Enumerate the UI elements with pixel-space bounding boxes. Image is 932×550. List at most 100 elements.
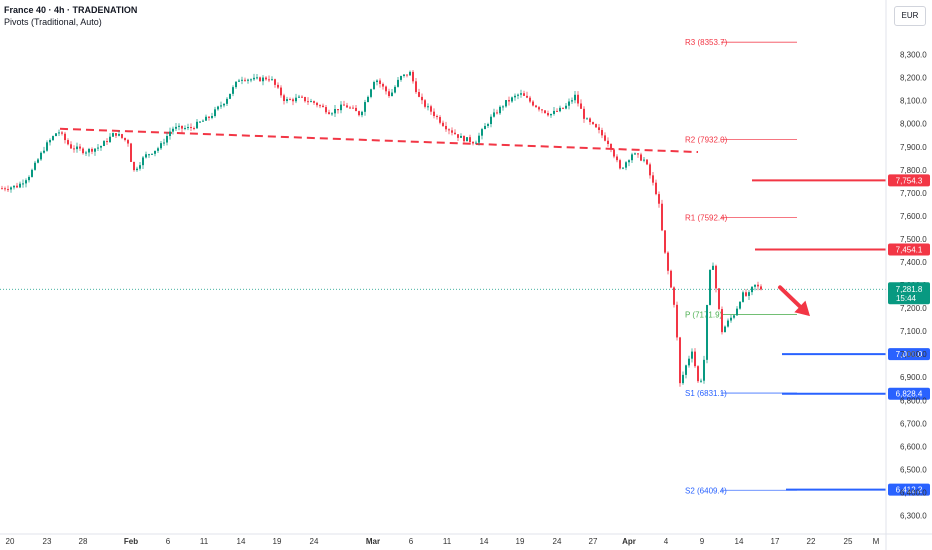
candle-body	[583, 108, 585, 119]
candle-body	[349, 107, 351, 109]
candle-body	[361, 111, 363, 116]
candle-body	[706, 304, 708, 360]
candle-body	[196, 121, 198, 129]
key-level-tag	[888, 387, 930, 400]
candle-body	[181, 125, 183, 129]
y-tick-label: 6,900.0	[900, 373, 927, 382]
candle-body	[52, 136, 54, 141]
candle-body	[115, 133, 117, 136]
candle-body	[448, 129, 450, 131]
y-tick-label: 7,500.0	[900, 235, 927, 244]
candle-body	[148, 154, 150, 156]
candle-body	[7, 189, 9, 191]
candle-body	[190, 127, 192, 129]
key-level-tag	[888, 243, 930, 256]
currency-button[interactable]: EUR	[894, 6, 926, 26]
x-tick-label: 20	[6, 537, 15, 546]
candle-body	[628, 160, 630, 163]
candle-body	[475, 142, 477, 144]
candle-body	[292, 99, 294, 102]
x-tick-label: Apr	[622, 537, 636, 546]
candle-body	[472, 141, 474, 144]
down-arrow-shaft[interactable]	[778, 285, 802, 309]
candle-body	[55, 133, 57, 137]
key-level-label: 7,454.1	[896, 246, 923, 255]
candle-body	[568, 101, 570, 106]
candle-body	[661, 203, 663, 231]
candle-body	[733, 315, 735, 318]
candle-body	[337, 109, 339, 111]
y-tick-label: 7,400.0	[900, 258, 927, 267]
candle-body	[169, 131, 171, 137]
overlay-layer: 7,281.815:44	[778, 282, 930, 317]
key-level-label: 7,000.0	[896, 350, 923, 359]
candle-body	[358, 111, 360, 116]
x-tick-label: 27	[589, 537, 598, 546]
x-tick-label: 23	[43, 537, 52, 546]
candle-body	[499, 106, 501, 114]
candle-body	[415, 81, 417, 93]
candle-body	[745, 292, 747, 296]
key-level-tag	[888, 174, 930, 187]
candle-body	[235, 81, 237, 88]
candle-body	[175, 126, 177, 129]
candle-body	[133, 161, 135, 171]
candle-body	[232, 87, 234, 94]
candle-body	[367, 96, 369, 103]
candle-body	[496, 112, 498, 114]
down-arrow-head[interactable]	[794, 300, 810, 317]
indicator-label[interactable]: Pivots (Traditional, Auto)	[4, 17, 102, 27]
candle-body	[544, 110, 546, 114]
candle-body	[721, 309, 723, 333]
candle-body	[157, 148, 159, 151]
trendline[interactable]	[59, 127, 699, 154]
candle-body	[643, 159, 645, 161]
candle-body	[163, 142, 165, 144]
x-tick-label: 6	[409, 537, 414, 546]
candle-body	[331, 113, 333, 115]
candle-body	[622, 167, 624, 169]
candle-body	[748, 292, 750, 296]
x-tick-label: 17	[771, 537, 780, 546]
bar-countdown: 15:44	[896, 294, 917, 303]
candle-body	[385, 86, 387, 92]
candle-body	[283, 95, 285, 102]
candle-body	[49, 140, 51, 143]
candle-body	[625, 162, 627, 168]
candle-body	[37, 159, 39, 163]
candle-body	[589, 118, 591, 123]
candle-body	[322, 105, 324, 108]
candle-body	[391, 92, 393, 97]
candle-body	[268, 79, 270, 81]
candle-body	[418, 92, 420, 97]
candle-body	[397, 79, 399, 87]
x-tick-label: 4	[664, 537, 669, 546]
candle-body	[529, 97, 531, 102]
key-level-label: 7,754.3	[896, 176, 923, 185]
candle-body	[64, 133, 66, 141]
candle-body	[646, 159, 648, 165]
candle-body	[370, 89, 372, 97]
candle-body	[715, 265, 717, 289]
candle-body	[40, 152, 42, 160]
candle-body	[592, 122, 594, 125]
candle-body	[547, 113, 549, 116]
time-axis: 20 23 28 Feb 6 11 14 19 24 Mar 6 11 14 19 24 27 Apr 4 9 14 1…	[0, 533, 932, 546]
candle-body	[586, 118, 588, 120]
y-tick-label: 7,200.0	[900, 304, 927, 313]
candle-body	[538, 107, 540, 110]
candle-body	[439, 117, 441, 123]
candle-body	[376, 80, 378, 83]
current-price-label: 7,281.8	[896, 285, 923, 294]
y-tick-label: 7,900.0	[900, 143, 927, 152]
candle-body	[607, 140, 609, 144]
candle-body	[556, 110, 558, 112]
candle-body	[208, 116, 210, 118]
candle-body	[325, 107, 327, 113]
candle-body	[100, 145, 102, 148]
candle-body	[379, 80, 381, 84]
candle-body	[532, 101, 534, 106]
x-tick-label: 19	[516, 537, 525, 546]
candle-body	[511, 97, 513, 102]
